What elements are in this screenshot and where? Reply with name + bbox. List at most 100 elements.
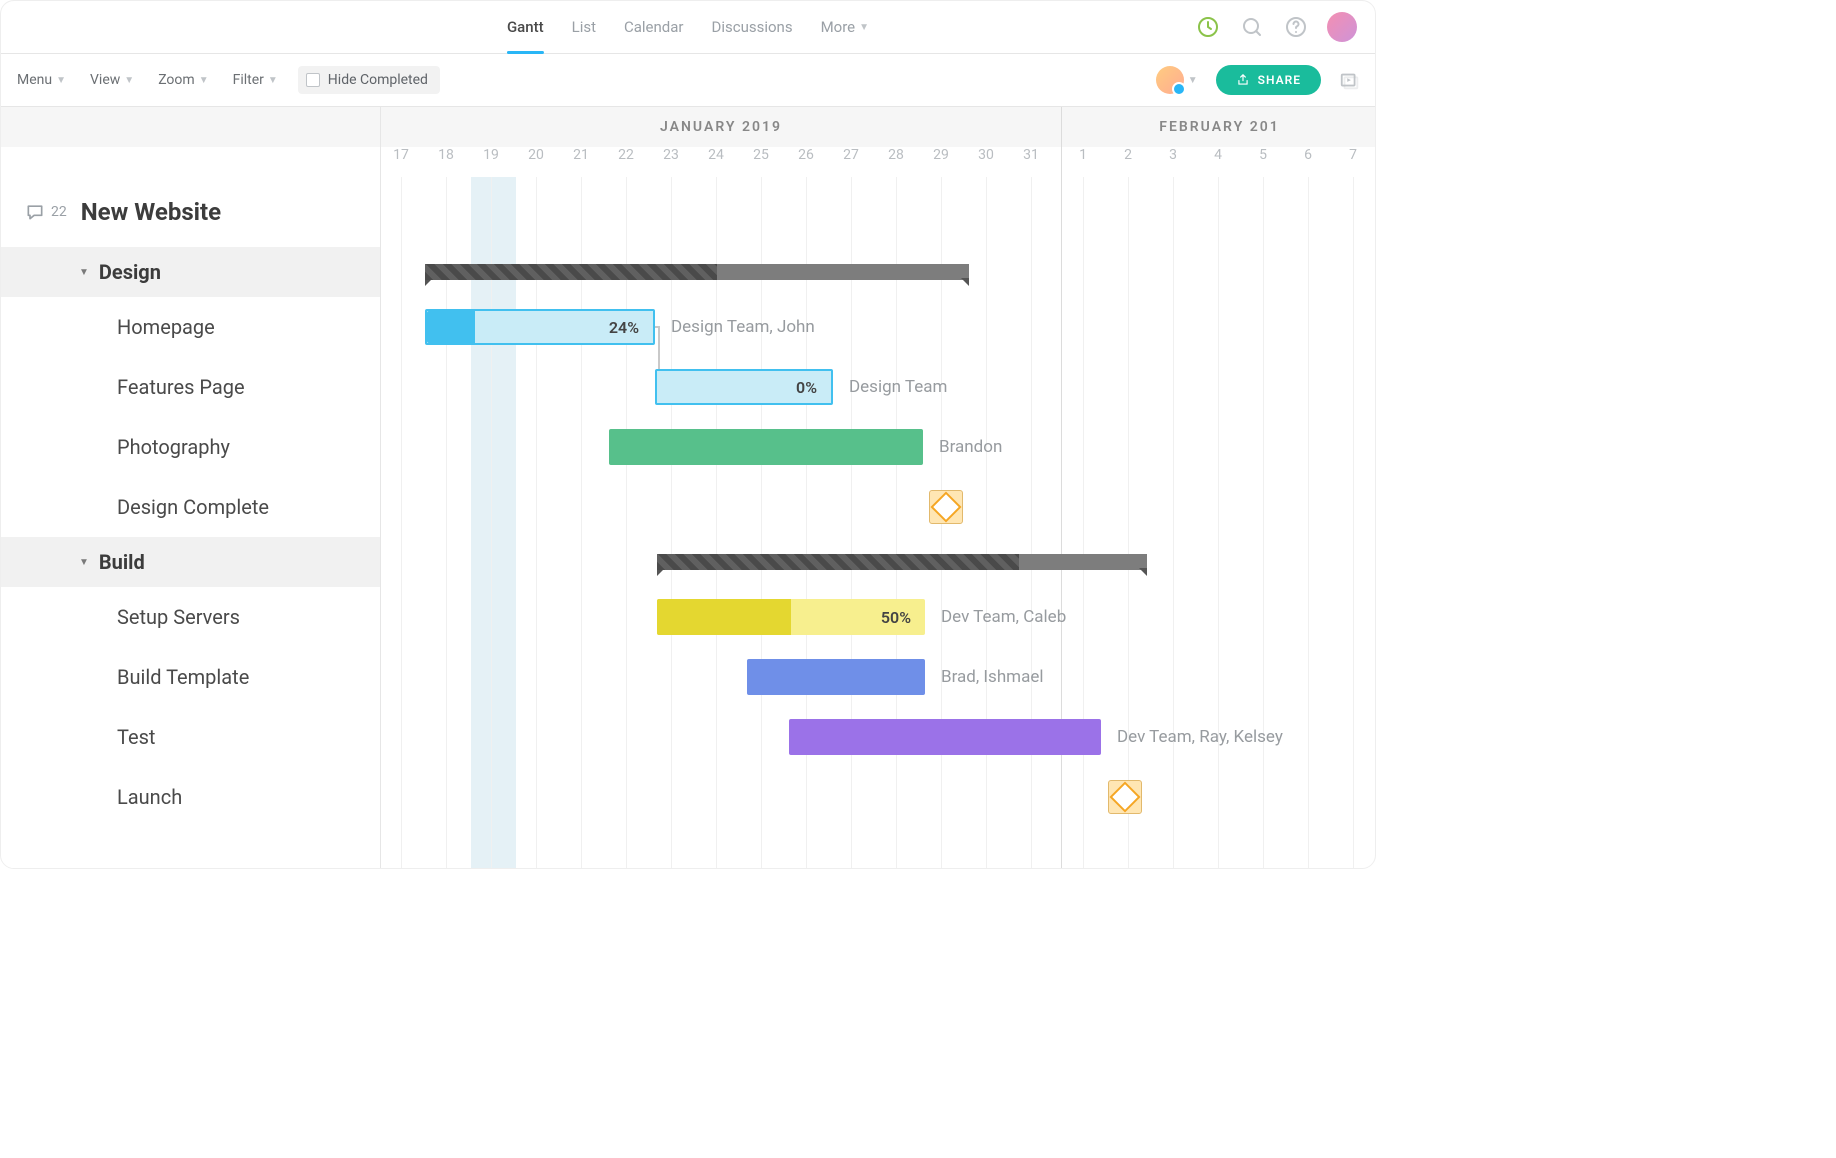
- user-avatar[interactable]: [1327, 12, 1357, 42]
- day-label: 4: [1214, 147, 1222, 163]
- clock-icon[interactable]: [1195, 14, 1221, 40]
- gantt-summary-row: [381, 247, 1375, 297]
- section-name: Design: [99, 260, 161, 284]
- task-name: Design Complete: [117, 495, 269, 519]
- task-row[interactable]: Design Complete: [1, 477, 380, 537]
- day-label: 28: [888, 147, 904, 163]
- section-name: Build: [99, 550, 145, 574]
- progress-percent: 0%: [796, 378, 831, 397]
- comment-number: 22: [51, 204, 67, 220]
- help-icon[interactable]: [1283, 14, 1309, 40]
- gantt-bar[interactable]: 24%: [425, 309, 655, 345]
- collaborator-avatar: [1156, 66, 1184, 94]
- hide-completed-toggle[interactable]: Hide Completed: [298, 66, 440, 94]
- gantt-task-row: 24%Design Team, John: [381, 297, 1375, 357]
- chevron-down-icon: ▼: [859, 22, 869, 33]
- present-icon[interactable]: [1339, 70, 1359, 90]
- task-row[interactable]: Test: [1, 707, 380, 767]
- chevron-down-icon: ▼: [124, 75, 134, 86]
- comment-icon: [25, 202, 45, 222]
- chevron-down-icon: ▼: [56, 75, 66, 86]
- task-name: Photography: [117, 435, 230, 459]
- tab-calendar[interactable]: Calendar: [624, 1, 684, 53]
- day-label: 1: [1079, 147, 1087, 163]
- toolbar-menu[interactable]: Menu▼: [17, 72, 66, 88]
- chevron-down-icon: ▼: [268, 75, 278, 86]
- tab-label: Gantt: [507, 18, 544, 36]
- assignee-label: Dev Team, Caleb: [941, 607, 1066, 627]
- collapse-icon: ▼: [79, 557, 89, 568]
- tab-label: Discussions: [712, 18, 793, 36]
- day-label: 26: [798, 147, 814, 163]
- task-row[interactable]: Features Page: [1, 357, 380, 417]
- share-button[interactable]: SHARE: [1216, 65, 1321, 95]
- day-label: 18: [438, 147, 454, 163]
- gantt-summary-row: [381, 537, 1375, 587]
- milestone-marker[interactable]: [929, 490, 963, 524]
- toolbar-view[interactable]: View▼: [90, 72, 134, 88]
- section-row[interactable]: ▼ Design: [1, 247, 380, 297]
- tab-list[interactable]: List: [572, 1, 596, 53]
- progress-fill: [657, 599, 791, 635]
- share-label: SHARE: [1258, 73, 1301, 87]
- day-label: 3: [1169, 147, 1177, 163]
- month-header: JANUARY 2019: [381, 107, 1061, 147]
- gantt-bar[interactable]: [609, 429, 923, 465]
- assignee-label: Design Team: [849, 377, 947, 397]
- top-nav: Gantt List Calendar Discussions More▼: [1, 1, 1375, 54]
- day-label: 27: [843, 147, 859, 163]
- hide-completed-label: Hide Completed: [328, 72, 428, 88]
- checkbox-icon: [306, 73, 320, 87]
- task-row[interactable]: Photography: [1, 417, 380, 477]
- day-label: 6: [1304, 147, 1312, 163]
- tab-gantt[interactable]: Gantt: [507, 1, 544, 53]
- assignee-picker[interactable]: ▼: [1156, 66, 1198, 94]
- task-name: Build Template: [117, 665, 249, 689]
- toolbar: Menu▼View▼Zoom▼Filter▼ Hide Completed ▼ …: [1, 54, 1375, 107]
- collapse-icon: ▼: [79, 267, 89, 278]
- search-icon[interactable]: [1239, 14, 1265, 40]
- project-header[interactable]: 22 New Website: [1, 177, 380, 247]
- day-label: 29: [933, 147, 949, 163]
- project-title: New Website: [81, 198, 221, 226]
- summary-bar[interactable]: [657, 554, 1147, 570]
- gantt-task-row: Brad, Ishmael: [381, 647, 1375, 707]
- day-label: 23: [663, 147, 679, 163]
- task-row[interactable]: Setup Servers: [1, 587, 380, 647]
- day-label: 7: [1349, 147, 1357, 163]
- milestone-marker[interactable]: [1108, 780, 1142, 814]
- progress-percent: 50%: [881, 608, 925, 627]
- day-label: 30: [978, 147, 994, 163]
- summary-bar[interactable]: [425, 264, 969, 280]
- task-row[interactable]: Launch: [1, 767, 380, 827]
- toolbar-zoom[interactable]: Zoom▼: [158, 72, 208, 88]
- share-icon: [1236, 73, 1250, 87]
- day-label: 21: [573, 147, 589, 163]
- gantt-bar[interactable]: [789, 719, 1101, 755]
- day-label: 25: [753, 147, 769, 163]
- gantt-bar[interactable]: 50%: [657, 599, 925, 635]
- task-row[interactable]: Build Template: [1, 647, 380, 707]
- section-row[interactable]: ▼ Build: [1, 537, 380, 587]
- day-label: 20: [528, 147, 544, 163]
- day-label: 5: [1259, 147, 1267, 163]
- day-label: 2: [1124, 147, 1132, 163]
- comment-count[interactable]: 22: [25, 202, 67, 222]
- gantt-task-row: 0% Design Team: [381, 357, 1375, 417]
- gantt-timeline[interactable]: JANUARY 2019FEBRUARY 201 171819202122232…: [381, 107, 1375, 868]
- month-header: FEBRUARY 201: [1061, 107, 1375, 147]
- toolbar-filter[interactable]: Filter▼: [233, 72, 278, 88]
- day-label: 17: [393, 147, 409, 163]
- task-name: Homepage: [117, 315, 215, 339]
- gantt-bar[interactable]: [747, 659, 925, 695]
- tab-label: List: [572, 18, 596, 36]
- chevron-down-icon: ▼: [199, 75, 209, 86]
- gantt-bar[interactable]: 0%: [655, 369, 833, 405]
- task-row[interactable]: Homepage: [1, 297, 380, 357]
- gantt-task-row: 50% Dev Team, Caleb: [381, 587, 1375, 647]
- tab-discussions[interactable]: Discussions: [712, 1, 793, 53]
- tab-more[interactable]: More▼: [821, 1, 869, 53]
- tab-label: Calendar: [624, 18, 684, 36]
- gantt-task-row: [381, 477, 1375, 537]
- day-label: 31: [1023, 147, 1039, 163]
